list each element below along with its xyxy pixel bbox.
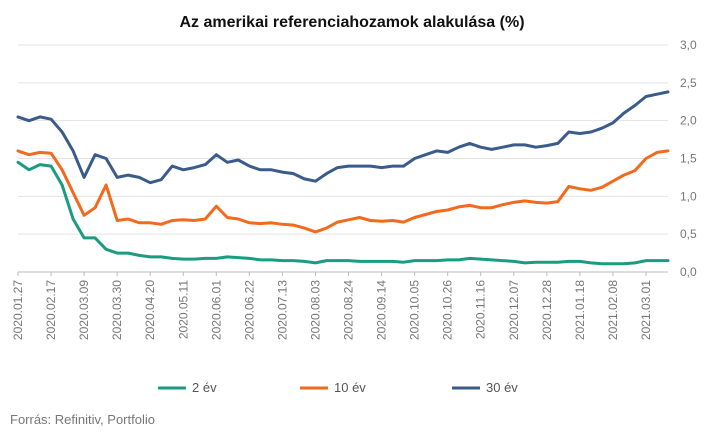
y-tick-label: 3,0 (680, 38, 697, 52)
legend-label: 10 év (334, 380, 366, 395)
legend-label: 2 év (192, 380, 217, 395)
x-tick-label: 2020.04.20 (143, 280, 157, 340)
legend: 2 év 10 év 30 év (158, 380, 518, 395)
x-axis-tick-labels: 2020.01.27 2020.02.17 2020.03.09 2020.03.30… (11, 272, 653, 340)
x-tick-label: 2020.02.17 (44, 280, 58, 340)
x-tick-label: 2020.09.14 (375, 280, 389, 340)
x-tick-label: 2021.02.08 (606, 280, 620, 340)
x-tick-label: 2020.12.28 (540, 280, 554, 340)
x-tick-label: 2020.03.30 (110, 280, 124, 340)
x-tick-label: 2020.01.27 (11, 280, 25, 340)
y-tick-label: 2,0 (680, 114, 697, 128)
x-tick-label: 2020.03.09 (77, 280, 91, 340)
y-tick-label: 2,5 (680, 76, 697, 90)
y-tick-label: 1,5 (680, 152, 697, 166)
y-axis-tick-labels: 0,0 0,5 1,0 1,5 2,0 2,5 3,0 (680, 38, 697, 279)
x-tick-label: 2020.11.16 (474, 280, 488, 339)
series-line-2-év (16, 160, 670, 266)
y-tick-label: 0,0 (680, 265, 697, 279)
source-note: Forrás: Refinitiv, Portfolio (10, 412, 155, 427)
x-tick-label: 2020.05.11 (176, 280, 190, 339)
x-tick-label: 2020.08.24 (342, 280, 356, 340)
x-tick-label: 2020.06.22 (242, 280, 256, 340)
x-tick-label: 2020.08.03 (308, 280, 322, 340)
x-tick-label: 2020.12.07 (507, 280, 521, 340)
x-tick-label: 2020.07.13 (275, 280, 289, 340)
y-tick-label: 1,0 (680, 189, 697, 203)
series-lines (16, 90, 670, 266)
series-line-10-év (16, 149, 670, 234)
x-tick-label: 2020.10.26 (441, 280, 455, 340)
x-tick-label: 2020.06.01 (209, 280, 223, 340)
x-tick-label: 2020.10.05 (408, 280, 422, 340)
series-line-30-év (16, 90, 670, 185)
x-tick-label: 2021.03.01 (639, 280, 653, 340)
gridlines (18, 44, 668, 273)
legend-label: 30 év (486, 380, 518, 395)
x-tick-label: 2021.01.18 (573, 280, 587, 340)
y-tick-label: 0,5 (680, 227, 697, 241)
chart-title: Az amerikai referenciahozamok alakulása … (179, 14, 524, 31)
